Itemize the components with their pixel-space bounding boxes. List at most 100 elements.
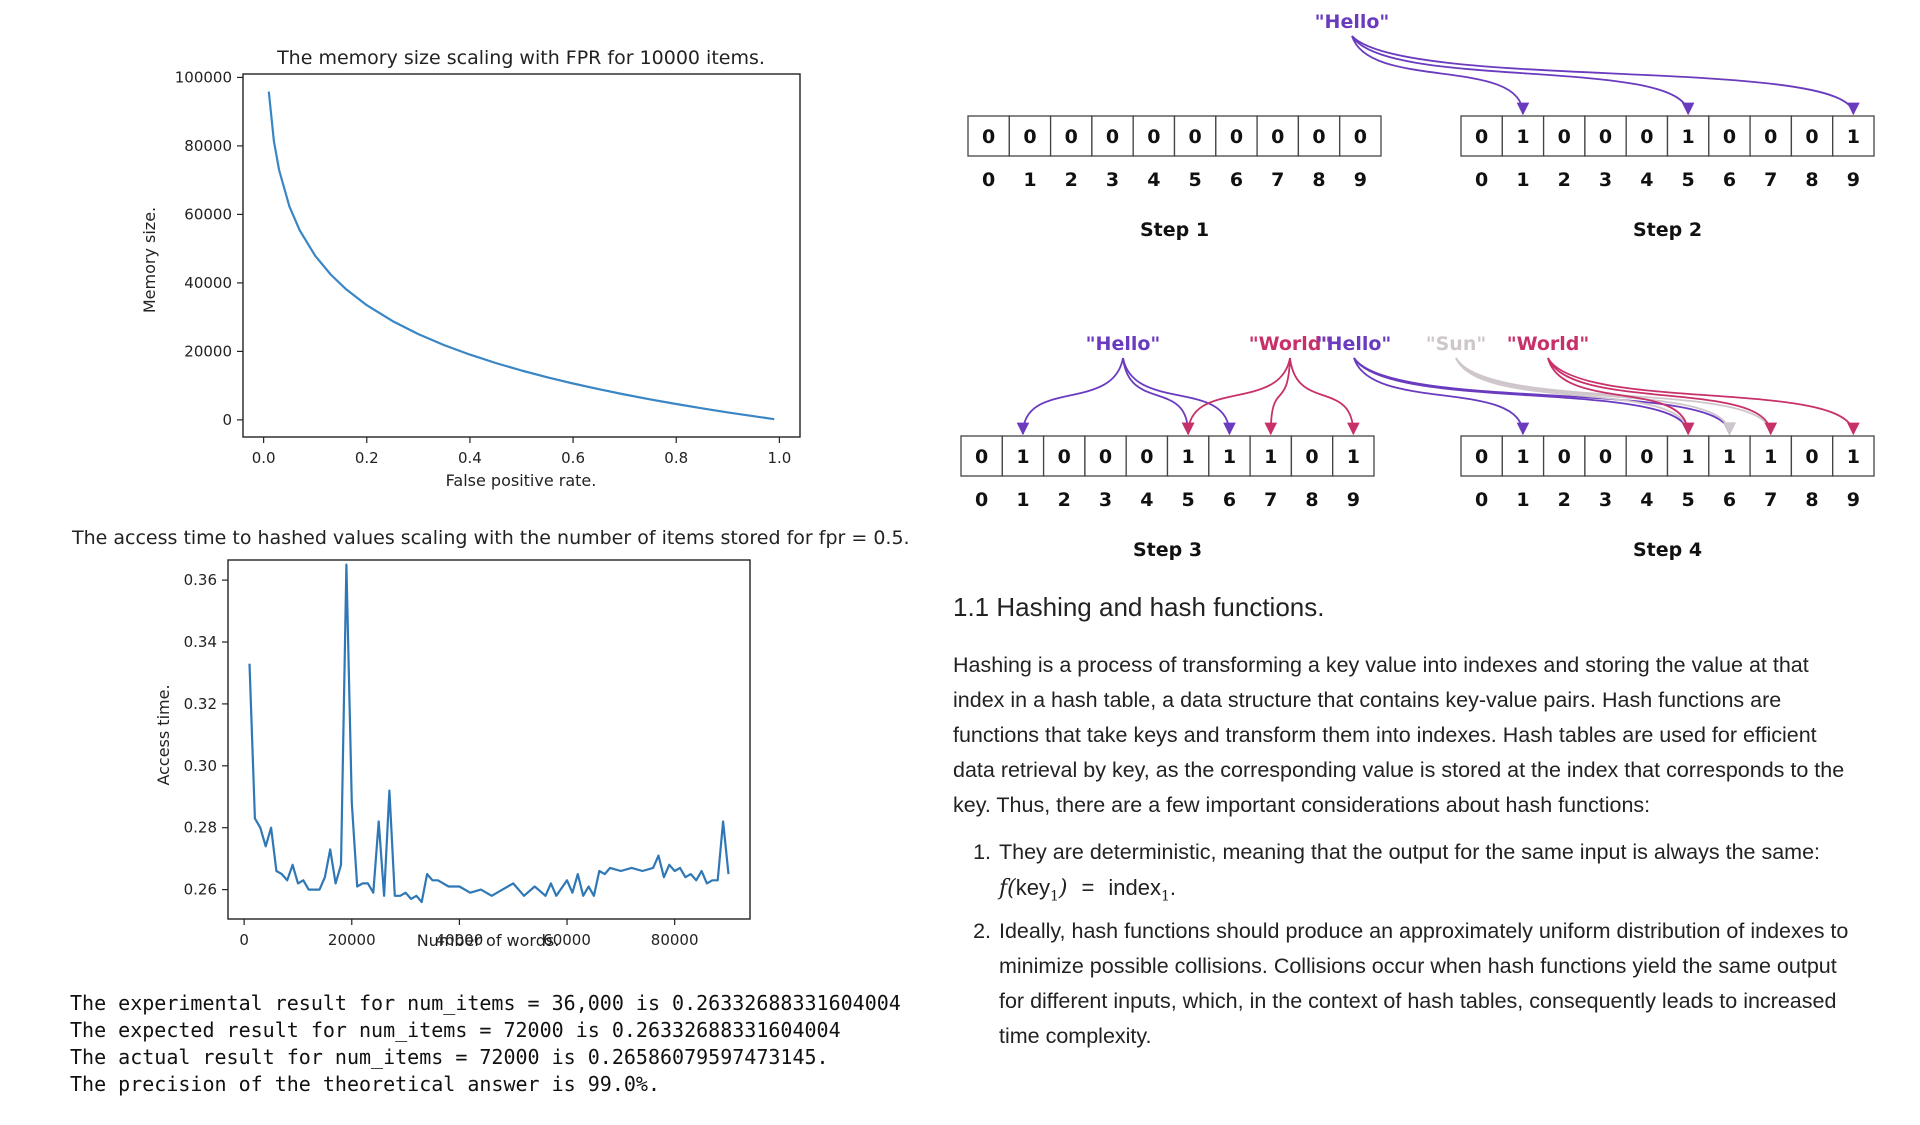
index-label: 0 (975, 489, 988, 511)
hash-arrow (1353, 357, 1530, 436)
list-item: Ideally, hash functions should produce a… (997, 914, 1863, 1054)
access-time-chart: The access time to hashed values scaling… (71, 527, 910, 950)
y-tick-label: 60000 (184, 205, 232, 223)
bit-cell (1584, 115, 1627, 157)
index-label: 3 (1599, 169, 1612, 191)
index-label: 2 (1558, 489, 1571, 511)
index-label: 4 (1140, 489, 1153, 511)
bloom-step-4: "Hello" "Sun" "World" 0 0 1 1 0 2 0 3 0 4 1 5 1 6 1 7 0 8 1 9 S… (1317, 333, 1875, 561)
plot-frame (242, 73, 801, 438)
bit-value: 0 (1189, 126, 1202, 148)
bit-value: 1 (1516, 126, 1529, 148)
memory-size-chart: The memory size scaling with FPR for 100… (140, 47, 801, 490)
hash-arrow (1547, 357, 1860, 436)
index-label: 2 (1065, 169, 1078, 191)
bit-cell (1832, 435, 1875, 477)
bit-cell (1584, 435, 1627, 477)
bit-value: 0 (1805, 446, 1818, 468)
hash-arrow (1289, 357, 1360, 436)
y-tick-label: 40000 (184, 274, 232, 292)
bit-value: 1 (1516, 446, 1529, 468)
list-item-text: They are deterministic, meaning that the… (999, 840, 1820, 864)
bit-cell (1625, 435, 1669, 477)
key-label: "Hello" (1315, 11, 1390, 33)
key-label: "Sun" (1426, 333, 1487, 355)
hash-arrow (1016, 357, 1124, 436)
hash-arrow (1547, 357, 1778, 436)
bit-cell (1166, 435, 1210, 477)
plot-frame (227, 559, 751, 920)
hash-arrow (1122, 357, 1236, 436)
index-label: 7 (1271, 169, 1284, 191)
bit-value: 0 (1354, 126, 1367, 148)
bit-value: 0 (1475, 126, 1488, 148)
step-label: Step 2 (1633, 219, 1702, 241)
y-tick-label: 0.36 (184, 571, 217, 589)
x-tick-label: 20000 (328, 931, 376, 949)
bit-cell (1091, 115, 1134, 157)
bit-value: 0 (1099, 446, 1112, 468)
index-label: 8 (1805, 489, 1818, 511)
bit-cell (1125, 435, 1169, 477)
y-tick-label: 0.34 (184, 633, 217, 651)
bit-cell (967, 115, 1010, 157)
bit-cell (1173, 115, 1217, 157)
x-tick-label: 0 (239, 931, 249, 949)
bit-value: 1 (1682, 446, 1695, 468)
index-label: 9 (1354, 169, 1367, 191)
bit-value: 1 (1223, 446, 1236, 468)
index-label: 0 (1475, 169, 1488, 191)
key-label: "Hello" (1086, 333, 1161, 355)
bit-value: 1 (1682, 126, 1695, 148)
index-label: 2 (1558, 169, 1571, 191)
bit-cell (1049, 115, 1093, 157)
hash-arrow (1351, 35, 1530, 116)
y-axis-label: Memory size. (140, 207, 159, 313)
bit-value: 0 (1312, 126, 1325, 148)
bit-value: 0 (1599, 126, 1612, 148)
bit-value: 0 (1023, 126, 1036, 148)
bit-value: 0 (1475, 446, 1488, 468)
bit-value: 0 (1140, 446, 1153, 468)
index-label: 4 (1147, 169, 1160, 191)
index-label: 1 (1023, 169, 1036, 191)
index-label: 5 (1682, 169, 1695, 191)
considerations-list: They are deterministic, meaning that the… (953, 835, 1863, 1054)
bit-value: 0 (1764, 126, 1777, 148)
x-tick-label: 0.2 (355, 449, 379, 467)
bit-cell (1290, 435, 1334, 477)
key-label: "Hello" (1317, 333, 1392, 355)
bloom-step-1: 0 0 0 1 0 2 0 3 0 4 0 5 0 6 0 7 0 8 0 9 Step 1 (967, 115, 1382, 241)
bit-cell (1042, 435, 1086, 477)
bit-value: 0 (1065, 126, 1078, 148)
bit-cell (1249, 435, 1293, 477)
index-label: 6 (1723, 489, 1736, 511)
bit-value: 1 (1847, 446, 1860, 468)
index-label: 5 (1182, 489, 1195, 511)
index-label: 9 (1847, 169, 1860, 191)
console-line: The actual result for num_items = 72000 … (70, 1045, 829, 1069)
bit-value: 0 (1106, 126, 1119, 148)
bit-cell (1256, 115, 1300, 157)
bit-cell (1708, 115, 1751, 157)
index-label: 3 (1099, 489, 1112, 511)
y-axis-label: Access time. (154, 684, 173, 785)
bit-cell (1542, 115, 1586, 157)
hash-arrow (1353, 357, 1736, 436)
step-label: Step 3 (1133, 539, 1202, 561)
index-label: 4 (1640, 489, 1653, 511)
x-axis-label: False positive rate. (446, 471, 597, 490)
bit-value: 1 (1264, 446, 1277, 468)
bit-value: 1 (1182, 446, 1195, 468)
index-label: 5 (1682, 489, 1695, 511)
index-label: 8 (1805, 169, 1818, 191)
x-tick-label: 0.4 (458, 449, 482, 467)
bit-value: 0 (1271, 126, 1284, 148)
console-line: The expected result for num_items = 7200… (70, 1018, 841, 1042)
bit-value: 0 (1230, 126, 1243, 148)
x-tick-label: 60000 (543, 931, 591, 949)
index-label: 3 (1106, 169, 1119, 191)
index-label: 2 (1058, 489, 1071, 511)
index-label: 0 (1475, 489, 1488, 511)
